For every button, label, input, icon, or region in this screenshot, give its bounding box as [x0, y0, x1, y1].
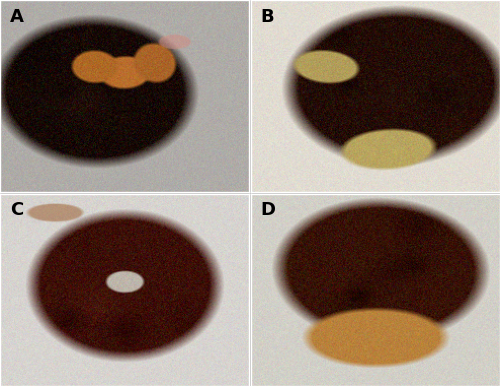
- Text: A: A: [10, 8, 24, 26]
- Text: D: D: [260, 201, 276, 219]
- Text: B: B: [260, 8, 274, 26]
- Text: C: C: [10, 201, 23, 219]
